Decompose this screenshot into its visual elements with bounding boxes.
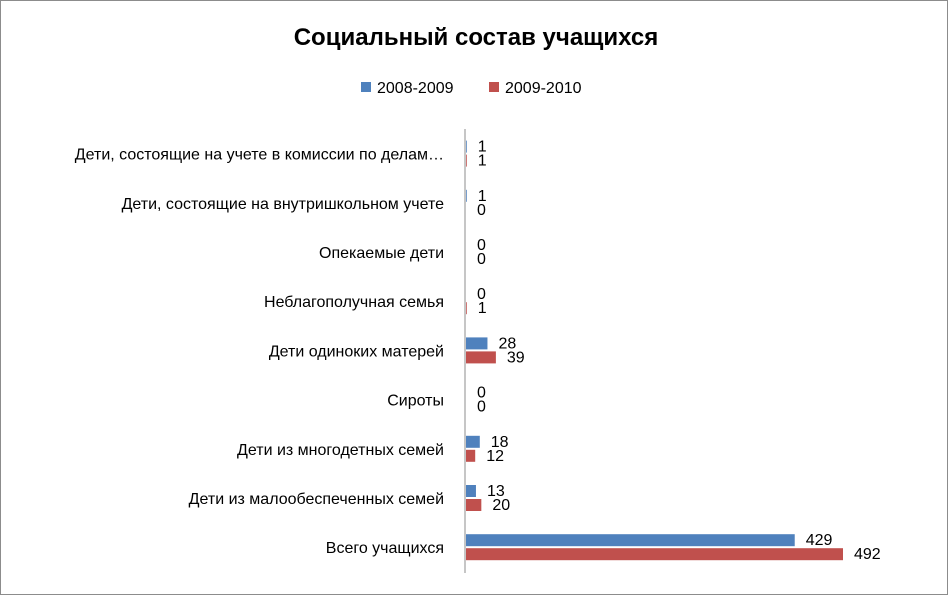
bar-2008-2009 <box>466 189 467 202</box>
bar-2008-2009 <box>466 534 795 547</box>
value-label-2008-2009: 1 <box>478 139 487 156</box>
value-label-2009-2010: 12 <box>486 448 504 465</box>
value-label-2009-2010: 1 <box>478 153 487 170</box>
legend-label-2008-2009: 2008-2009 <box>377 80 454 97</box>
bar-2009-2010 <box>466 154 467 167</box>
value-label-2009-2010: 39 <box>507 349 525 366</box>
category-label: Дети из многодетных семей <box>237 442 444 459</box>
category-label: Опекаемые дети <box>319 245 444 262</box>
legend: 2008-2009 2009-2010 <box>361 80 582 97</box>
value-label-2008-2009: 0 <box>477 385 486 402</box>
value-label-2008-2009: 429 <box>806 532 833 549</box>
value-label-2009-2010: 0 <box>477 202 486 219</box>
category-labels: Дети, состоящие на учете в комиссии по д… <box>75 147 444 558</box>
bar-2008-2009 <box>466 435 480 448</box>
value-label-2009-2010: 492 <box>854 546 881 563</box>
category-label: Дети, состоящие на внутришкольном учете <box>122 196 445 213</box>
category-label: Дети одиноких матерей <box>269 343 444 360</box>
category-label: Сироты <box>387 393 444 410</box>
legend-swatch-2008-2009 <box>361 82 371 92</box>
value-label-2008-2009: 1 <box>478 188 487 205</box>
bar-2008-2009 <box>466 337 488 350</box>
bar-2009-2010 <box>466 351 496 364</box>
category-label: Дети, состоящие на учете в комиссии по д… <box>75 147 444 164</box>
value-label-2009-2010: 1 <box>478 300 487 317</box>
bar-2009-2010 <box>466 302 467 315</box>
category-label: Всего учащихся <box>326 540 444 557</box>
value-label-2008-2009: 18 <box>491 434 509 451</box>
bar-2009-2010 <box>466 499 482 511</box>
value-label-2008-2009: 28 <box>498 335 516 352</box>
value-label-2009-2010: 0 <box>477 251 486 268</box>
category-label: Дети из малообеспеченных семей <box>189 491 444 508</box>
legend-swatch-2009-2010 <box>489 82 499 92</box>
chart-title: Социальный состав учащихся <box>294 24 659 51</box>
value-label-2008-2009: 13 <box>487 483 505 500</box>
value-label-2009-2010: 20 <box>492 497 510 514</box>
bar-2009-2010 <box>466 449 476 462</box>
value-label-2008-2009: 0 <box>477 286 486 303</box>
legend-label-2009-2010: 2009-2010 <box>505 80 582 97</box>
value-label-2009-2010: 0 <box>477 399 486 416</box>
bars <box>466 140 843 561</box>
category-label: Неблагополучная семья <box>264 294 444 311</box>
bar-2008-2009 <box>466 485 476 497</box>
value-label-2008-2009: 0 <box>477 237 486 254</box>
bar-2009-2010 <box>466 548 843 561</box>
bar-2008-2009 <box>466 140 467 153</box>
